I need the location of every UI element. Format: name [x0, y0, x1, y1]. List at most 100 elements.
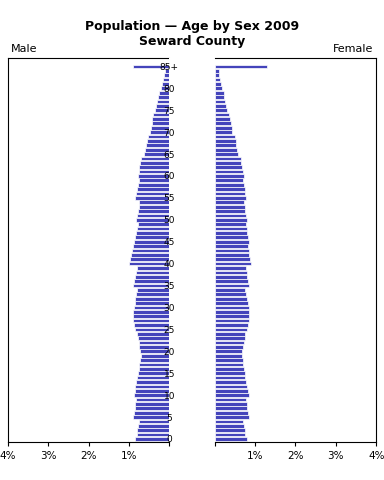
Bar [215, 288, 245, 292]
Bar [215, 372, 245, 375]
Bar [215, 187, 245, 191]
Bar [215, 253, 249, 257]
Bar [157, 99, 169, 103]
Bar [136, 231, 169, 235]
Bar [215, 130, 232, 134]
Bar [215, 433, 245, 436]
Bar [215, 148, 237, 152]
Bar [215, 78, 220, 82]
Bar [138, 183, 169, 187]
Bar [215, 306, 248, 309]
Bar [215, 384, 247, 388]
Bar [139, 367, 169, 371]
Bar [215, 332, 245, 336]
Bar [133, 319, 169, 323]
Bar [215, 402, 247, 406]
Bar [215, 367, 244, 371]
Bar [215, 126, 232, 130]
Bar [145, 148, 169, 152]
Text: Male: Male [11, 44, 37, 54]
Bar [136, 380, 169, 384]
Bar [135, 196, 169, 200]
Bar [139, 341, 169, 344]
Bar [155, 108, 169, 112]
Bar [153, 113, 169, 117]
Bar [215, 341, 244, 344]
Bar [215, 231, 247, 235]
Bar [215, 214, 246, 217]
Bar [215, 108, 227, 112]
Bar [215, 301, 248, 305]
Bar [134, 306, 169, 309]
Bar [141, 156, 169, 160]
Bar [215, 336, 245, 340]
Bar [139, 179, 169, 182]
Bar [215, 415, 249, 419]
Bar [215, 424, 244, 428]
Bar [215, 104, 226, 108]
Bar [215, 420, 243, 423]
Bar [136, 192, 169, 195]
Bar [135, 389, 169, 393]
Bar [131, 253, 169, 257]
Bar [136, 292, 169, 296]
Bar [162, 82, 169, 86]
Bar [215, 358, 243, 362]
Bar [215, 257, 250, 261]
Bar [215, 266, 246, 270]
Bar [150, 130, 169, 134]
Bar [215, 389, 248, 393]
Bar [215, 73, 220, 77]
Bar [135, 275, 169, 279]
Bar [215, 192, 245, 195]
Bar [215, 437, 247, 441]
Bar [215, 271, 247, 274]
Bar [215, 152, 238, 156]
Bar [215, 139, 236, 143]
Bar [135, 301, 169, 305]
Bar [215, 397, 246, 401]
Bar [139, 345, 169, 349]
Bar [215, 376, 245, 380]
Bar [215, 91, 223, 95]
Bar [146, 144, 169, 147]
Bar [147, 135, 169, 138]
Bar [215, 297, 247, 300]
Bar [137, 266, 169, 270]
Bar [136, 218, 169, 222]
Bar [215, 200, 244, 204]
Bar [136, 397, 169, 401]
Bar [215, 95, 224, 99]
Bar [135, 407, 169, 410]
Bar [134, 393, 169, 397]
Bar [140, 349, 169, 353]
Bar [215, 292, 246, 296]
Bar [215, 165, 242, 169]
Bar [215, 319, 248, 323]
Bar [136, 402, 169, 406]
Bar [139, 205, 169, 208]
Bar [132, 249, 169, 252]
Bar [147, 139, 169, 143]
Bar [215, 121, 231, 125]
Bar [144, 152, 169, 156]
Bar [215, 407, 247, 410]
Bar [137, 376, 169, 380]
Bar [139, 170, 169, 173]
Bar [215, 156, 240, 160]
Bar [163, 78, 169, 82]
Bar [134, 240, 169, 243]
Bar [152, 117, 169, 121]
Bar [139, 200, 169, 204]
Bar [215, 196, 246, 200]
Bar [215, 345, 243, 349]
Bar [215, 82, 221, 86]
Bar [137, 187, 169, 191]
Bar [215, 393, 248, 397]
Bar [137, 288, 169, 292]
Bar [136, 297, 169, 300]
Bar [215, 275, 247, 279]
Bar [137, 433, 169, 436]
Bar [156, 104, 169, 108]
Bar [152, 121, 169, 125]
